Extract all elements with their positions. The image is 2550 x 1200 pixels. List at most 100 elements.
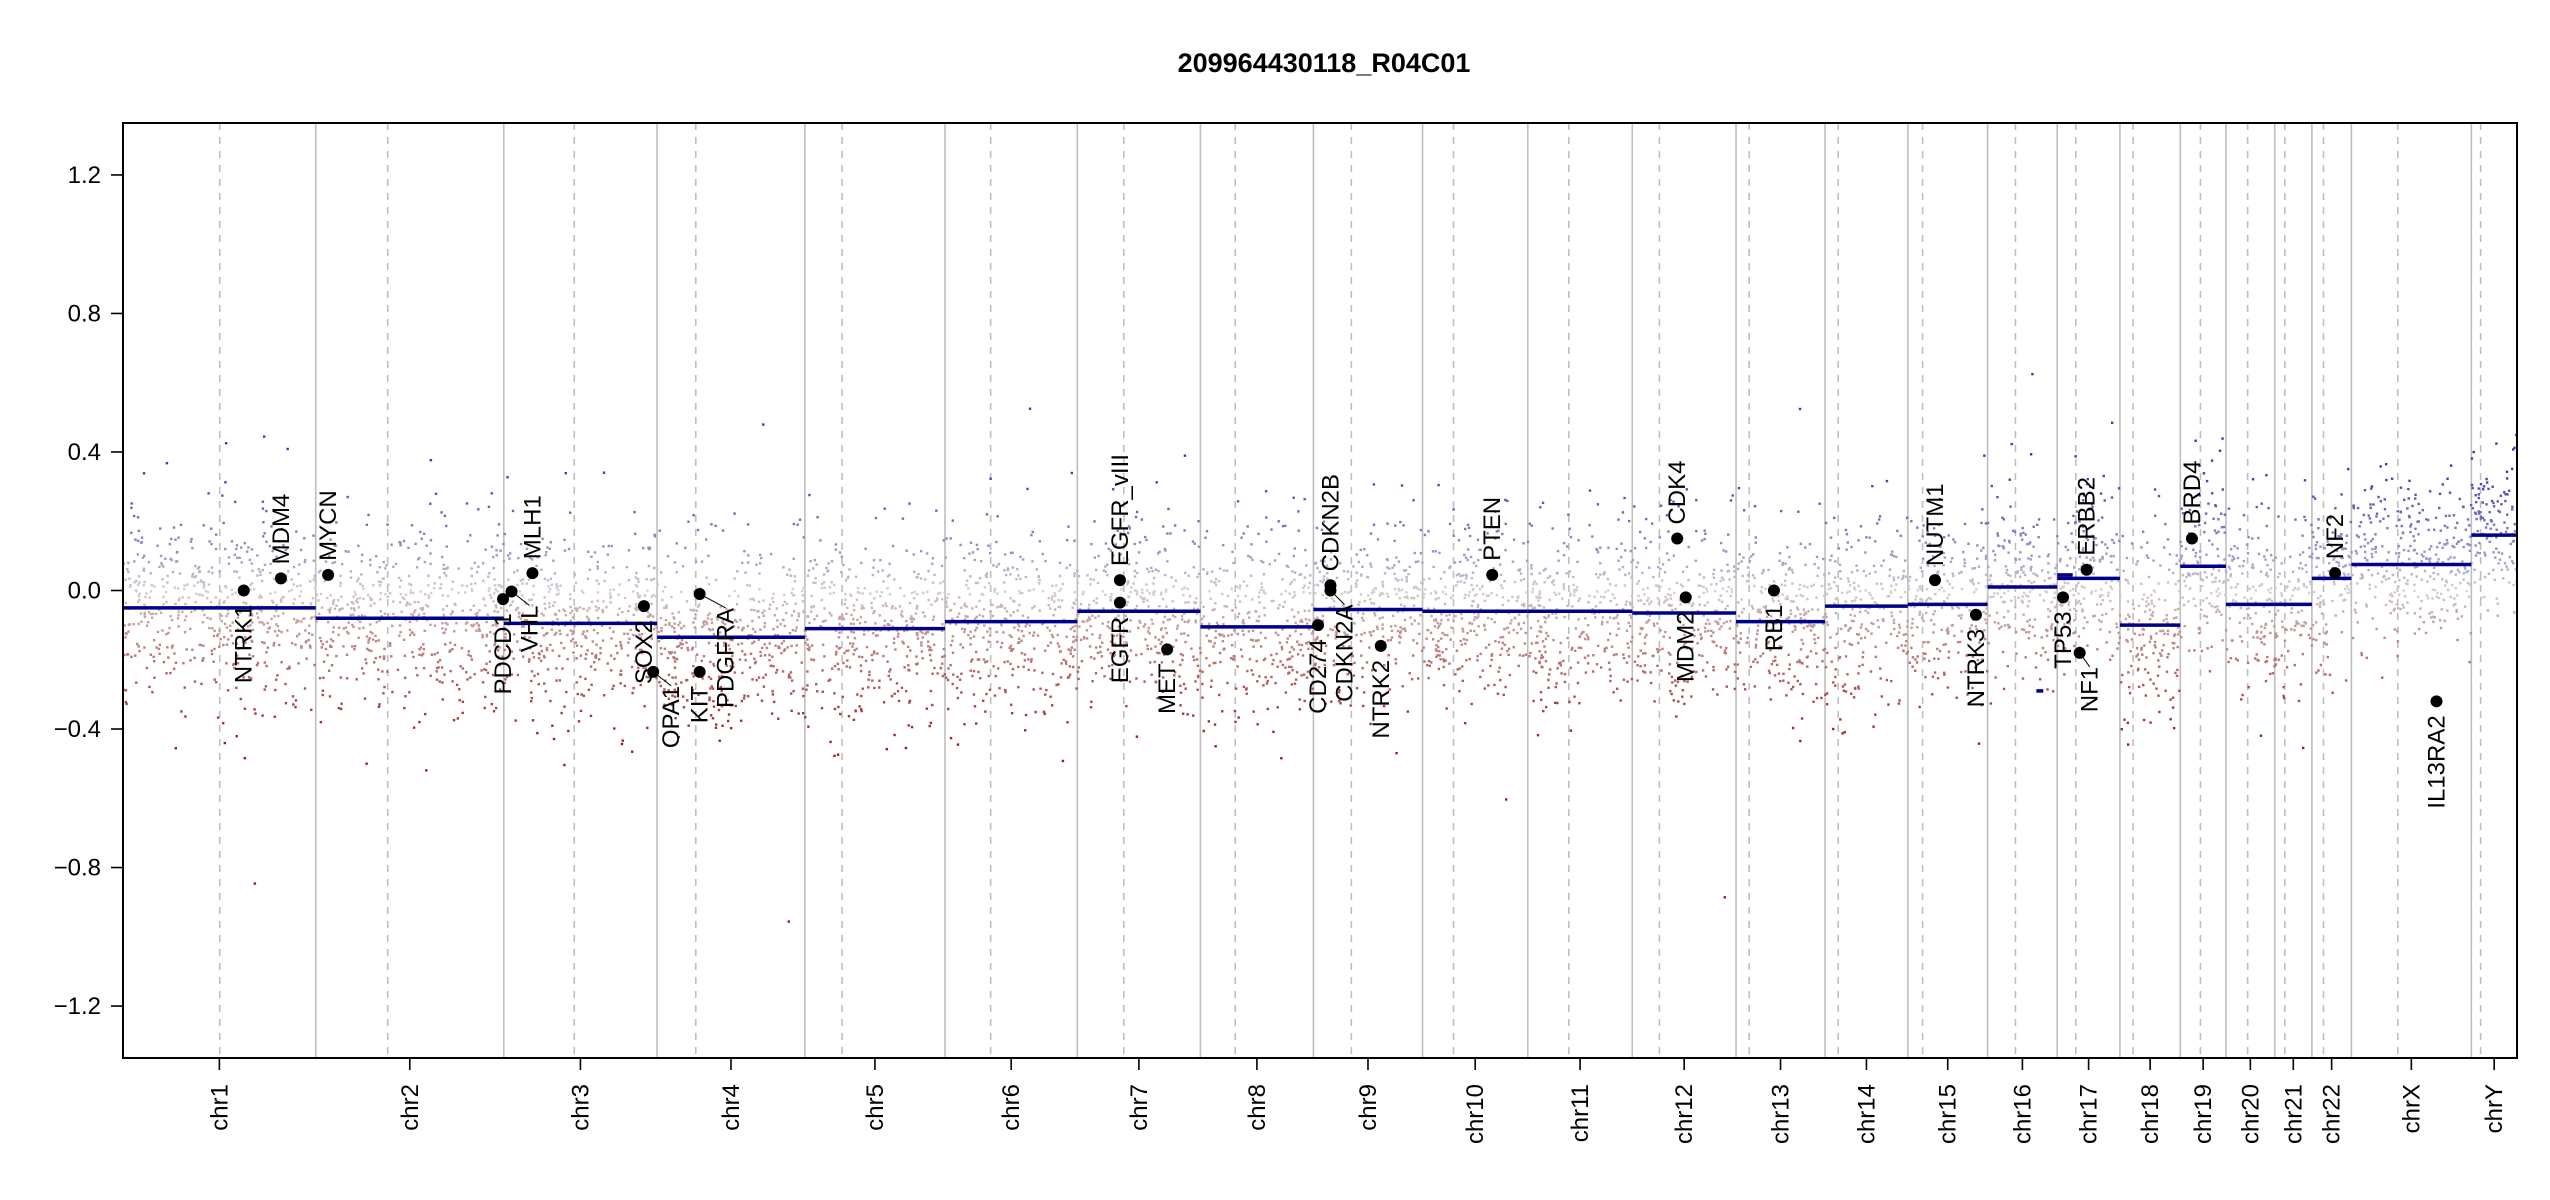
probe-point	[809, 560, 812, 563]
probe-point	[475, 629, 478, 632]
probe-point	[1725, 646, 1728, 650]
probe-point	[1466, 631, 1469, 635]
probe-point	[1288, 582, 1292, 586]
probe-point	[487, 589, 491, 593]
probe-point	[1017, 574, 1020, 577]
probe-point	[1825, 592, 1829, 596]
probe-point	[1523, 602, 1526, 606]
probe-point	[1969, 579, 1972, 583]
probe-point	[1470, 702, 1473, 706]
probe-point	[1334, 631, 1338, 634]
probe-point	[1342, 569, 1346, 573]
probe-point	[833, 707, 837, 711]
probe-point	[782, 618, 785, 622]
probe-point	[422, 612, 426, 615]
probe-point	[360, 573, 363, 576]
probe-point	[1041, 590, 1045, 593]
probe-point	[337, 633, 340, 637]
probe-point	[1714, 620, 1717, 623]
probe-point	[838, 646, 842, 650]
probe-point	[1600, 595, 1603, 598]
probe-point	[1669, 498, 1672, 502]
probe-point	[1166, 560, 1169, 563]
probe-point	[165, 672, 168, 675]
probe-point	[473, 672, 476, 676]
probe-point	[808, 621, 811, 625]
probe-point	[685, 641, 688, 644]
probe-point	[1378, 617, 1381, 620]
probe-point	[1359, 548, 1363, 552]
probe-point	[137, 594, 140, 598]
probe-point	[549, 699, 552, 703]
probe-point	[709, 687, 712, 690]
probe-point	[1314, 655, 1318, 658]
probe-point	[1033, 669, 1036, 672]
probe-point	[678, 621, 682, 624]
probe-point	[1834, 611, 1838, 615]
probe-point	[1405, 578, 1408, 582]
probe-point	[1566, 636, 1569, 640]
probe-point	[1911, 665, 1914, 668]
probe-point	[1293, 571, 1297, 574]
probe-point	[233, 570, 236, 573]
probe-point	[1442, 683, 1446, 687]
probe-point	[484, 604, 487, 607]
probe-point	[972, 669, 976, 673]
probe-point	[821, 669, 824, 672]
probe-point	[1609, 674, 1612, 678]
probe-point	[1249, 574, 1253, 577]
probe-point	[804, 716, 807, 719]
probe-point	[1393, 572, 1396, 576]
probe-point	[673, 657, 676, 660]
probe-point	[1606, 577, 1610, 581]
probe-point	[1478, 587, 1482, 591]
probe-point	[1277, 520, 1280, 523]
probe-point	[1472, 561, 1476, 565]
probe-point	[1735, 622, 1738, 626]
probe-point	[466, 540, 469, 543]
probe-point	[1397, 587, 1400, 591]
probe-point	[1638, 632, 1642, 636]
probe-point	[1058, 574, 1062, 578]
probe-point	[1687, 578, 1690, 582]
probe-point	[1248, 658, 1252, 661]
probe-point	[135, 590, 138, 593]
probe-point	[802, 586, 805, 590]
probe-point	[222, 643, 225, 647]
probe-point	[1824, 693, 1827, 696]
probe-point	[770, 664, 773, 668]
probe-point	[926, 590, 929, 594]
probe-point	[995, 630, 998, 634]
probe-point	[358, 620, 362, 624]
probe-point	[346, 603, 349, 606]
probe-point	[1846, 577, 1850, 580]
probe-point	[1513, 616, 1516, 619]
probe-point	[1319, 579, 1322, 583]
probe-point	[333, 544, 336, 547]
probe-point	[1251, 639, 1255, 642]
probe-point	[772, 700, 776, 704]
probe-point	[1515, 599, 1519, 603]
probe-point	[156, 544, 159, 547]
probe-point	[1106, 625, 1109, 628]
probe-point	[1394, 624, 1397, 628]
probe-point	[1335, 632, 1338, 635]
probe-point	[1824, 612, 1827, 616]
probe-point	[1128, 527, 1132, 530]
probe-point	[339, 574, 342, 578]
probe-point	[1356, 611, 1360, 614]
probe-point	[815, 614, 819, 618]
probe-point	[1078, 625, 1081, 628]
probe-point	[1455, 649, 1459, 652]
probe-point	[225, 662, 228, 665]
probe-point	[936, 672, 939, 675]
probe-point	[852, 642, 855, 645]
probe-point	[1946, 596, 1949, 600]
probe-point	[1230, 587, 1233, 590]
probe-point	[1893, 588, 1897, 592]
probe-point	[1143, 623, 1147, 626]
probe-point	[286, 629, 289, 632]
probe-point	[1400, 578, 1404, 581]
probe-point	[253, 708, 256, 711]
probe-point	[441, 627, 444, 630]
